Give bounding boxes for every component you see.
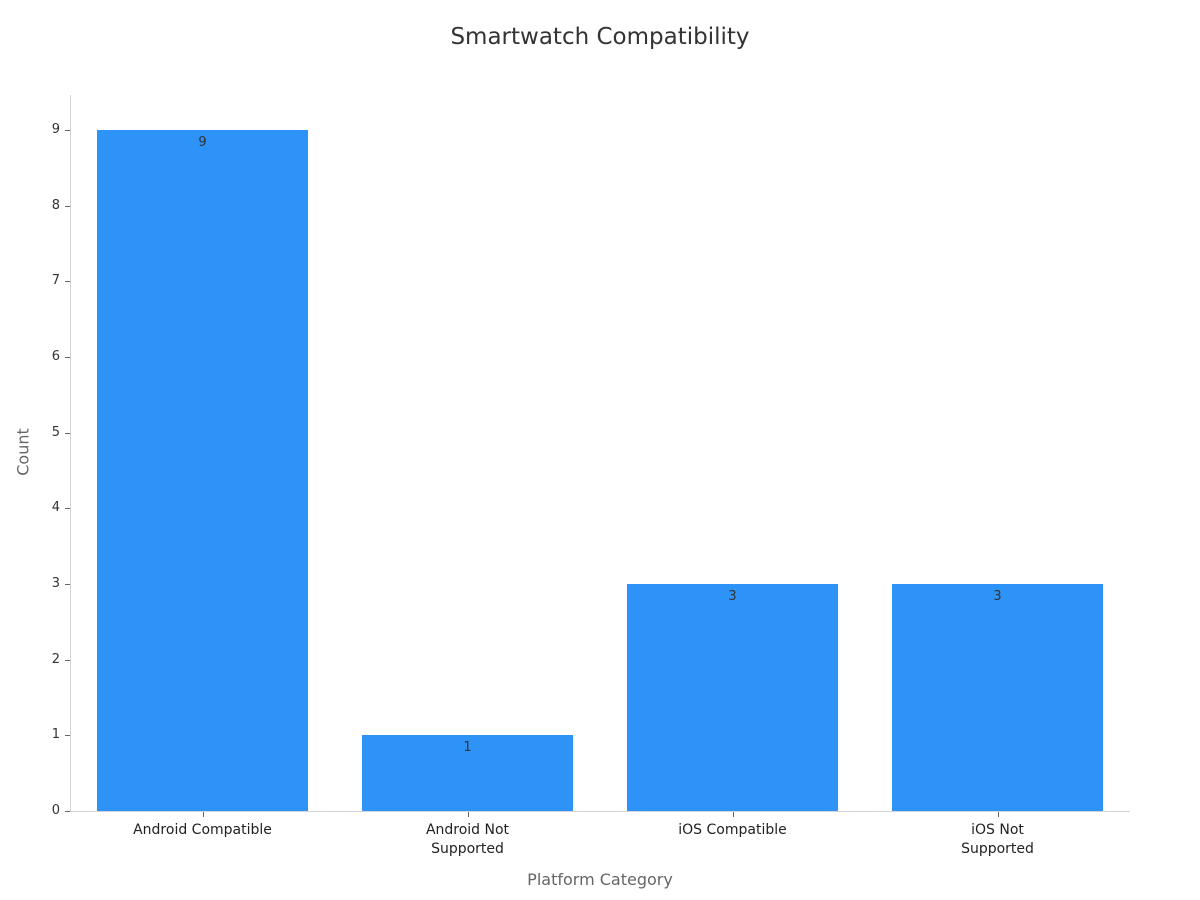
- y-tick-mark: [65, 735, 70, 737]
- y-tick-mark: [65, 508, 70, 510]
- bar-value-label: 3: [993, 589, 1002, 604]
- x-axis-title: Platform Category: [527, 870, 673, 889]
- bar: 3: [627, 584, 838, 811]
- bar-value-label: 3: [728, 589, 737, 604]
- y-tick-mark: [65, 811, 70, 812]
- y-tick-label: 8: [51, 197, 60, 213]
- y-tick-mark: [65, 432, 70, 434]
- y-tick: 6: [40, 349, 70, 365]
- y-tick: 0: [40, 803, 70, 819]
- y-tick: 3: [40, 576, 70, 592]
- y-tick-label: 2: [51, 651, 60, 667]
- y-axis-title: Count: [13, 428, 33, 476]
- bar-value-label: 9: [198, 135, 207, 150]
- y-axis-line: [70, 95, 71, 812]
- y-tick-mark: [65, 659, 70, 661]
- y-tick-label: 7: [51, 273, 60, 289]
- y-tick-mark: [65, 205, 70, 207]
- y-tick-mark: [65, 130, 70, 131]
- y-tick: 1: [40, 727, 70, 743]
- x-tick-label: iOS Not Supported: [961, 822, 1034, 857]
- y-tick-label: 9: [51, 122, 60, 137]
- y-tick-label: 3: [51, 576, 60, 591]
- y-tick-label: 6: [51, 349, 60, 364]
- y-tick-label: 4: [51, 500, 60, 516]
- y-tick-label: 0: [51, 803, 60, 818]
- bar: 9: [97, 130, 308, 811]
- y-tick-mark: [65, 584, 70, 585]
- x-tick-mark: [733, 812, 734, 817]
- bar-value-label: 1: [463, 740, 472, 756]
- y-tick-label: 5: [51, 424, 60, 440]
- y-tick: 9: [40, 122, 70, 138]
- x-tick-mark: [203, 812, 204, 817]
- bar: 1: [362, 735, 573, 811]
- x-tick-label: iOS Compatible: [678, 822, 787, 838]
- x-tick-label: Android Not Supported: [425, 822, 510, 857]
- bar: 3: [892, 584, 1103, 811]
- x-tick-mark: [468, 812, 469, 817]
- chart-title: Smartwatch Compatibility: [450, 24, 750, 50]
- y-tick: 8: [40, 198, 70, 214]
- y-tick-mark: [65, 281, 70, 283]
- y-tick: 4: [40, 500, 70, 516]
- x-tick-label: Android Compatible: [133, 822, 272, 838]
- y-tick-label: 1: [51, 727, 60, 743]
- y-tick: 5: [40, 425, 70, 441]
- y-tick: 2: [40, 652, 70, 668]
- x-tick-mark: [998, 812, 999, 817]
- x-axis-line: [70, 811, 1130, 812]
- y-tick-mark: [65, 357, 70, 358]
- y-tick: 7: [40, 273, 70, 289]
